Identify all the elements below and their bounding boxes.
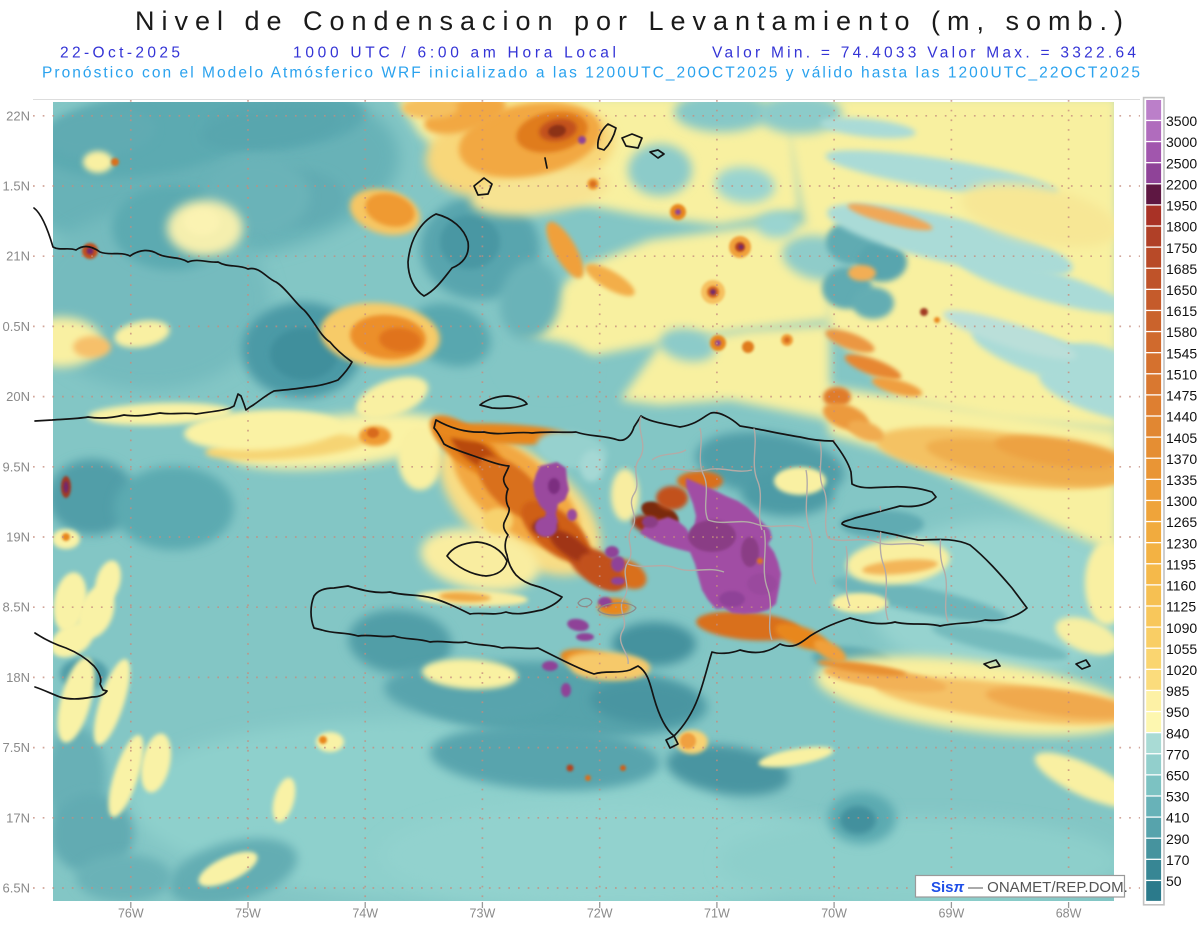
svg-text:70W: 70W <box>821 907 847 921</box>
svg-text:22N: 22N <box>6 108 30 123</box>
svg-text:650: 650 <box>1166 768 1190 784</box>
svg-text:6.5N: 6.5N <box>3 881 30 896</box>
svg-text:9.5N: 9.5N <box>3 459 30 474</box>
svg-text:1.5N: 1.5N <box>3 179 30 194</box>
svg-text:290: 290 <box>1166 831 1190 847</box>
svg-text:1580: 1580 <box>1166 324 1197 340</box>
svg-text:2200: 2200 <box>1166 176 1197 192</box>
svg-text:770: 770 <box>1166 746 1190 762</box>
svg-text:50: 50 <box>1166 873 1182 889</box>
svg-text:1370: 1370 <box>1166 451 1197 467</box>
svg-text:20N: 20N <box>6 389 30 404</box>
svg-text:3000: 3000 <box>1166 134 1197 150</box>
svg-text:72W: 72W <box>587 907 613 921</box>
svg-text:1265: 1265 <box>1166 514 1197 530</box>
svg-text:1000 UTC / 6:00 am Hora Local: 1000 UTC / 6:00 am Hora Local <box>293 45 616 62</box>
svg-text:1510: 1510 <box>1166 366 1197 382</box>
svg-text:18N: 18N <box>6 670 30 685</box>
svg-text:74W: 74W <box>352 907 378 921</box>
svg-text:170: 170 <box>1166 852 1190 868</box>
svg-text:985: 985 <box>1166 683 1190 699</box>
svg-text:1440: 1440 <box>1166 409 1197 425</box>
svg-text:3500: 3500 <box>1166 113 1197 129</box>
svg-text:1160: 1160 <box>1166 578 1196 594</box>
svg-text:— ONAMET/REP.DOM.: — ONAMET/REP.DOM. <box>968 879 1128 896</box>
svg-text:1545: 1545 <box>1166 345 1197 361</box>
svg-text:1800: 1800 <box>1166 219 1197 235</box>
svg-text:410: 410 <box>1166 810 1190 826</box>
svg-text:2500: 2500 <box>1166 155 1197 171</box>
svg-text:68W: 68W <box>1056 907 1082 921</box>
svg-text:73W: 73W <box>470 907 496 921</box>
svg-text:1230: 1230 <box>1166 535 1197 551</box>
svg-text:1475: 1475 <box>1166 388 1197 404</box>
svg-text:17N: 17N <box>6 810 30 825</box>
svg-text:71W: 71W <box>704 907 730 921</box>
svg-text:19N: 19N <box>6 530 30 545</box>
svg-text:1125: 1125 <box>1166 599 1196 615</box>
svg-text:1650: 1650 <box>1166 282 1197 298</box>
svg-text:1405: 1405 <box>1166 430 1197 446</box>
svg-text:1615: 1615 <box>1166 303 1197 319</box>
svg-text:22-Oct-2025: 22-Oct-2025 <box>60 45 180 62</box>
svg-text:Sisπ: Sisπ <box>931 879 965 896</box>
svg-text:0.5N: 0.5N <box>3 319 30 334</box>
svg-text:840: 840 <box>1166 725 1190 741</box>
svg-text:530: 530 <box>1166 789 1190 805</box>
svg-text:21N: 21N <box>6 249 30 264</box>
svg-text:1020: 1020 <box>1166 662 1197 678</box>
svg-text:75W: 75W <box>235 907 261 921</box>
svg-text:1750: 1750 <box>1166 240 1197 256</box>
svg-text:950: 950 <box>1166 704 1190 720</box>
svg-text:76W: 76W <box>118 907 144 921</box>
svg-text:1090: 1090 <box>1166 620 1197 636</box>
svg-text:1685: 1685 <box>1166 261 1197 277</box>
svg-text:1195: 1195 <box>1166 556 1196 572</box>
svg-text:8.5N: 8.5N <box>3 600 30 615</box>
svg-text:1950: 1950 <box>1166 198 1197 214</box>
svg-text:Pronóstico con el Modelo Atmós: Pronóstico con el Modelo Atmósferico WRF… <box>42 65 1140 82</box>
svg-text:1300: 1300 <box>1166 493 1197 509</box>
svg-text:7.5N: 7.5N <box>3 740 30 755</box>
svg-text:69W: 69W <box>939 907 965 921</box>
svg-text:1335: 1335 <box>1166 472 1197 488</box>
svg-text:1055: 1055 <box>1166 641 1197 657</box>
